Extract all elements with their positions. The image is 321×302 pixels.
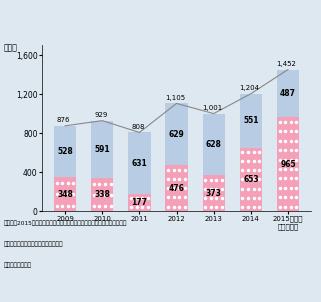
Text: 965: 965 <box>280 160 296 169</box>
Text: 528: 528 <box>57 147 73 156</box>
Bar <box>240 94 262 148</box>
Text: 348: 348 <box>57 190 73 199</box>
Text: 591: 591 <box>94 145 110 154</box>
Bar <box>91 120 113 178</box>
Text: 1,105: 1,105 <box>165 95 185 101</box>
Bar <box>165 165 188 211</box>
Text: （回）: （回） <box>3 44 17 53</box>
Bar <box>54 177 76 211</box>
Text: 1,204: 1,204 <box>239 85 259 91</box>
Text: 631: 631 <box>132 159 147 168</box>
Bar <box>277 117 299 211</box>
Text: 876: 876 <box>57 117 71 123</box>
Bar <box>128 133 151 194</box>
Text: 653: 653 <box>243 175 259 184</box>
Text: 338: 338 <box>94 190 110 199</box>
Text: 628: 628 <box>206 140 221 149</box>
Text: 808: 808 <box>131 124 145 130</box>
Text: 373: 373 <box>206 189 221 198</box>
Text: 今後、変動する可能性がある。: 今後、変動する可能性がある。 <box>3 242 63 247</box>
Text: 資料）国土交通省: 資料）国土交通省 <box>3 263 31 268</box>
Bar <box>91 178 113 211</box>
Text: 177: 177 <box>131 198 147 207</box>
Bar <box>277 69 299 117</box>
Text: 1,452: 1,452 <box>276 61 296 67</box>
Text: 551: 551 <box>243 116 259 125</box>
Bar <box>203 114 225 175</box>
Bar <box>240 148 262 211</box>
Bar <box>54 126 76 177</box>
Text: （注）　2015年の値は、港湾管理者からの聞き取りによる速報値であり、: （注） 2015年の値は、港湾管理者からの聞き取りによる速報値であり、 <box>3 220 126 226</box>
Text: 929: 929 <box>94 112 108 118</box>
Text: 1,001: 1,001 <box>202 105 222 111</box>
Text: 487: 487 <box>280 89 296 98</box>
Bar <box>128 194 151 211</box>
Text: 476: 476 <box>169 184 185 193</box>
Bar <box>165 103 188 165</box>
Bar <box>203 175 225 211</box>
Text: 629: 629 <box>169 130 185 139</box>
